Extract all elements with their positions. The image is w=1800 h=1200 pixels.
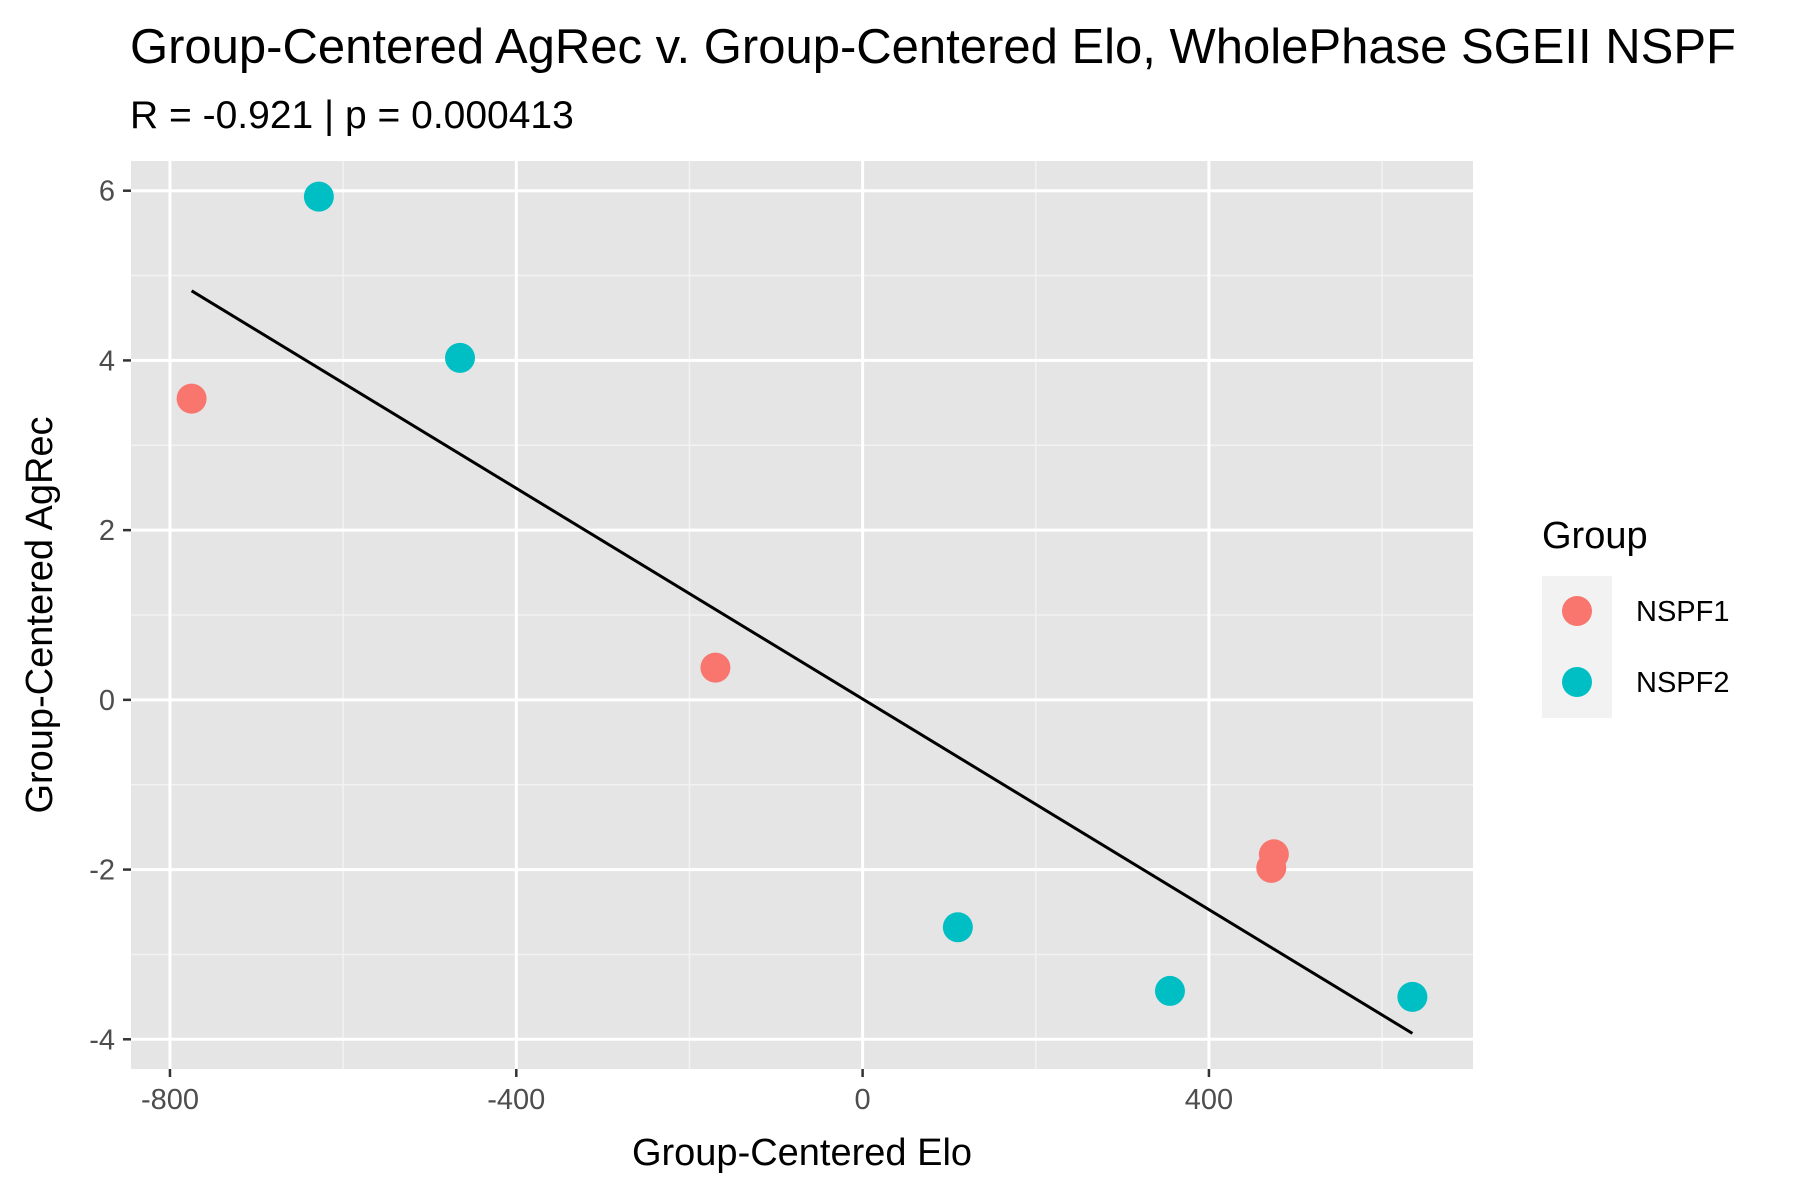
data-point-nspf2 [942,912,973,943]
legend-title: Group [1542,515,1648,557]
legend-swatch-nspf2 [1562,667,1592,697]
x-axis-title: Group-Centered Elo [632,1132,972,1174]
legend-label-nspf1: NSPF1 [1636,596,1729,628]
y-tick-label: 6 [99,176,115,208]
x-tick-label: -400 [487,1084,545,1116]
legend-label-nspf2: NSPF2 [1636,667,1729,699]
data-point-nspf2 [303,181,334,212]
legend-items: NSPF1 NSPF2 [1542,576,1729,718]
x-tick-label: -800 [141,1084,199,1116]
y-tick-label: -2 [89,855,115,887]
grid-minor [131,161,1473,1069]
legend-swatch-nspf1 [1562,596,1592,626]
legend: Group NSPF1 NSPF2 [1542,515,1729,718]
data-point-nspf2 [445,342,476,373]
data-point-nspf2 [1154,975,1185,1006]
fit-line-layer [190,289,1414,1035]
data-point-nspf1 [176,383,207,414]
x-tick-label: 0 [855,1084,871,1116]
x-tick-label: 400 [1185,1084,1233,1116]
y-tick-label: -4 [89,1024,115,1056]
points-layer [176,181,1428,1012]
chart-title: Group-Centered AgRec v. Group-Centered E… [130,20,1736,74]
chart-subtitle: R = -0.921 | p = 0.000413 [130,94,574,137]
y-axis-title: Group-Centered AgRec [19,416,61,813]
x-axis-ticks: -800 -400 0 400 [141,1069,1233,1116]
grid-major [131,161,1473,1069]
data-point-nspf1 [1256,852,1287,883]
data-point-nspf1 [700,652,731,683]
y-axis-ticks: -4 -2 0 2 4 6 [89,176,131,1056]
data-point-nspf2 [1397,981,1428,1012]
y-tick-label: 4 [99,345,115,377]
regression-line [190,289,1414,1035]
y-tick-label: 2 [99,515,115,547]
y-tick-label: 0 [99,685,115,717]
